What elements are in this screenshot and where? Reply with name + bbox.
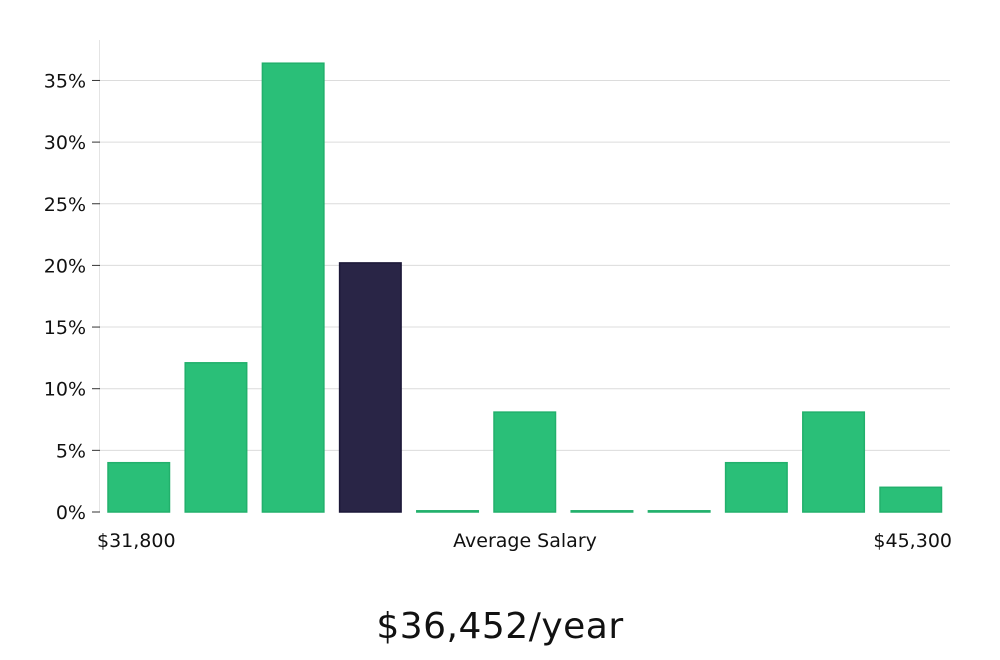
bars (107, 62, 943, 513)
bar (261, 62, 325, 513)
y-tick-label: 0% (56, 502, 86, 524)
y-tick-label: 35% (44, 70, 86, 92)
x-axis-start-label: $31,800 (97, 530, 176, 552)
y-tick-label: 25% (44, 194, 86, 216)
bar (879, 486, 943, 513)
x-axis-title: Average Salary (453, 530, 597, 552)
y-tick-label: 15% (44, 317, 86, 339)
bar (802, 411, 866, 513)
y-axis-ticks: 0% 5% 10% 15% 20% 25% 30% 35% (44, 70, 100, 524)
bar (647, 510, 711, 513)
x-axis-end-label: $45,300 (873, 530, 952, 552)
bar (724, 461, 788, 513)
bar (184, 362, 248, 513)
bar (107, 461, 171, 513)
bar (570, 510, 634, 513)
bar-highlighted (338, 262, 402, 513)
average-salary-value: $36,452/year (376, 606, 624, 647)
bar (493, 411, 557, 513)
y-tick-label: 10% (44, 379, 86, 401)
bar (416, 510, 480, 513)
y-tick-label: 30% (44, 132, 86, 154)
y-tick-label: 5% (56, 440, 86, 462)
salary-histogram-chart: 0% 5% 10% 15% 20% 25% 30% 35% $31,800 Average S… (44, 40, 952, 552)
y-tick-label: 20% (44, 255, 86, 277)
